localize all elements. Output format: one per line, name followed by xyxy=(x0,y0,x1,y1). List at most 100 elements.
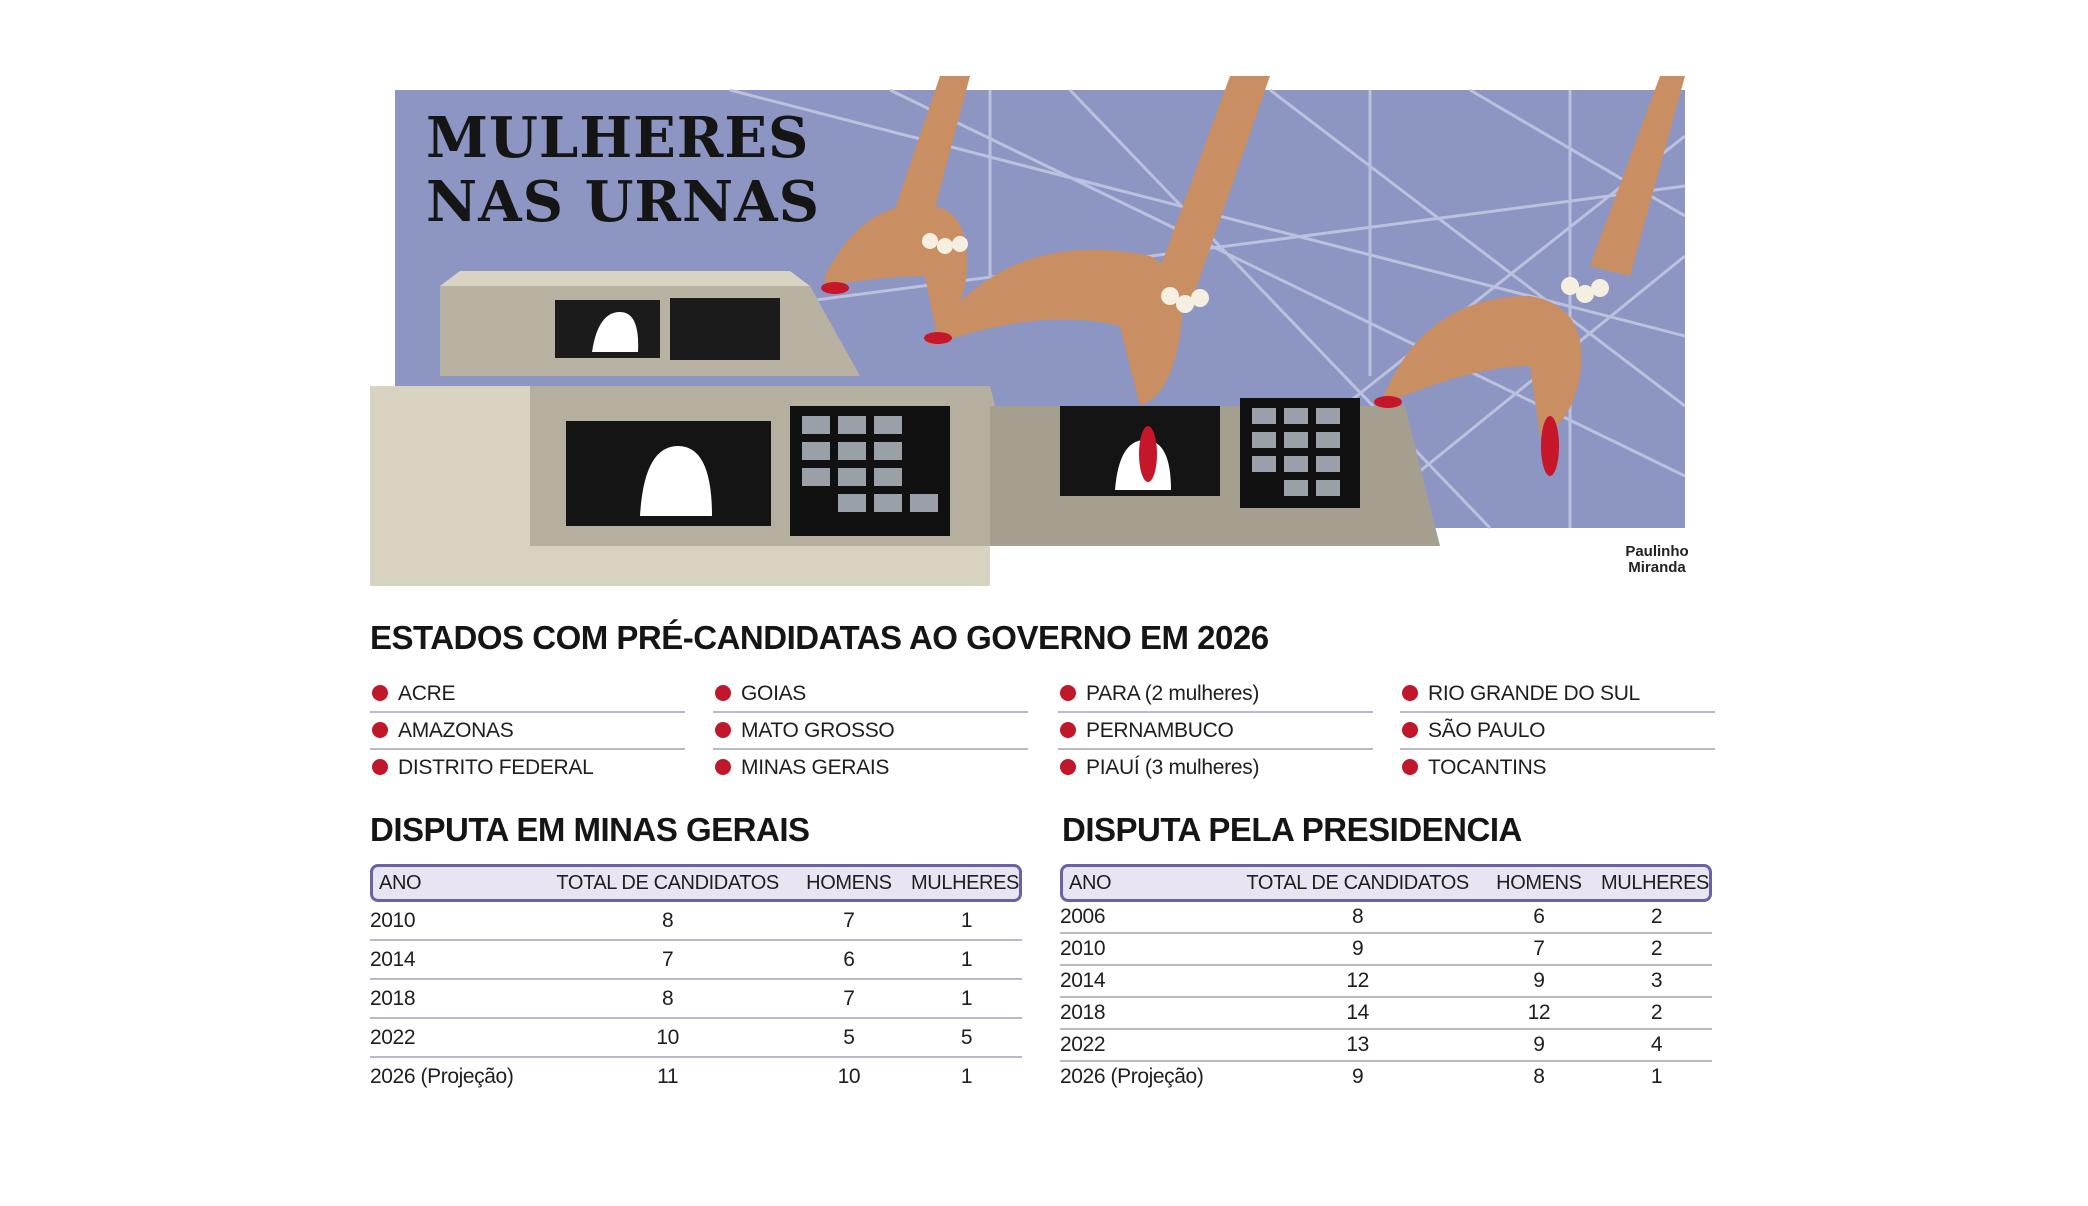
table-row: 2006 8 6 2 xyxy=(1060,902,1712,934)
minas-table: ANO TOTAL DE CANDIDATOS HOMENS MULHERES … xyxy=(370,864,1022,1095)
bullet-icon xyxy=(1060,722,1076,738)
bullet-icon xyxy=(715,722,731,738)
bullet-icon xyxy=(715,759,731,775)
bullet-icon xyxy=(372,685,388,701)
cell-total: 14 xyxy=(1238,998,1477,1030)
illustration-credit: Paulinho Miranda xyxy=(1625,543,1689,576)
cell-total: 13 xyxy=(1238,1030,1477,1062)
states-column: ACRE AMAZONAS DISTRITO FEDERAL xyxy=(370,676,685,785)
cell-men: 9 xyxy=(1476,1030,1602,1062)
cell-year: 2010 xyxy=(1060,934,1239,966)
minas-section-title: DISPUTA EM MINAS GERAIS xyxy=(370,811,810,848)
cell-total: 10 xyxy=(548,1019,787,1058)
state-item: SÃO PAULO xyxy=(1400,713,1715,750)
cell-men: 7 xyxy=(1476,934,1602,966)
cell-total: 9 xyxy=(1238,934,1477,966)
bullet-icon xyxy=(1402,759,1418,775)
state-item: GOIAS xyxy=(713,676,1028,713)
cell-total: 8 xyxy=(1238,902,1477,934)
state-item: MATO GROSSO xyxy=(713,713,1028,750)
table-row: 2014 12 9 3 xyxy=(1060,966,1712,998)
cell-year: 2026 (Projeção) xyxy=(1060,1065,1204,1088)
cell-year: 2022 xyxy=(370,1019,549,1058)
table-row: 2010 8 7 1 xyxy=(370,902,1022,941)
cell-men: 6 xyxy=(786,941,912,980)
cell-year: 2010 xyxy=(370,902,549,941)
states-section-title: ESTADOS COM PRÉ-CANDIDATAS AO GOVERNO EM… xyxy=(370,619,1269,656)
table-row: 2026 (Projeção) 9 8 1 xyxy=(1060,1062,1712,1092)
cell-women: 2 xyxy=(1601,998,1712,1030)
table-row: 2018 14 12 2 xyxy=(1060,998,1712,1030)
page-title: MULHERES NAS URNAS xyxy=(426,105,821,235)
column-header: ANO xyxy=(370,864,549,902)
cell-women: 1 xyxy=(911,980,1022,1019)
states-column: PARA (2 mulheres) PERNAMBUCO PIAUÍ (3 mu… xyxy=(1058,676,1373,785)
state-item: RIO GRANDE DO SUL xyxy=(1400,676,1715,713)
voting-machines-illustration xyxy=(370,76,1685,590)
cell-year: 2018 xyxy=(370,980,549,1019)
cell-men: 5 xyxy=(786,1019,912,1058)
cell-women: 5 xyxy=(911,1019,1022,1058)
cell-total: 7 xyxy=(548,941,787,980)
cell-year: 2018 xyxy=(1060,998,1239,1030)
cell-men: 8 xyxy=(1533,1065,1545,1088)
cell-year: 2022 xyxy=(1060,1030,1239,1062)
cell-women: 1 xyxy=(911,941,1022,980)
bullet-icon xyxy=(1060,685,1076,701)
cell-total: 11 xyxy=(657,1064,679,1088)
cell-women: 2 xyxy=(1601,934,1712,966)
bullet-icon xyxy=(715,685,731,701)
cell-women: 3 xyxy=(1601,966,1712,998)
cell-men: 12 xyxy=(1476,998,1602,1030)
table-header-row: ANO TOTAL DE CANDIDATOS HOMENS MULHERES xyxy=(1060,864,1712,902)
presidencia-section-title: DISPUTA PELA PRESIDENCIA xyxy=(1062,811,1522,848)
bullet-icon xyxy=(1402,722,1418,738)
cell-men: 6 xyxy=(1476,902,1602,934)
cell-women: 4 xyxy=(1601,1030,1712,1062)
cell-women: 1 xyxy=(960,1064,973,1088)
state-item: MINAS GERAIS xyxy=(713,750,1028,785)
bullet-icon xyxy=(1060,759,1076,775)
table-header-row: ANO TOTAL DE CANDIDATOS HOMENS MULHERES xyxy=(370,864,1022,902)
cell-men: 7 xyxy=(786,980,912,1019)
cell-women: 1 xyxy=(1650,1065,1663,1088)
state-item: TOCANTINS xyxy=(1400,750,1715,785)
column-header: MULHERES xyxy=(911,864,1022,902)
state-item: PIAUÍ (3 mulheres) xyxy=(1058,750,1373,785)
bullet-icon xyxy=(1402,685,1418,701)
state-item: ACRE xyxy=(370,676,685,713)
state-item: DISTRITO FEDERAL xyxy=(370,750,685,785)
state-item: AMAZONAS xyxy=(370,713,685,750)
cell-total: 8 xyxy=(548,980,787,1019)
cell-year: 2026 (Projeção) xyxy=(370,1064,514,1088)
cell-men: 10 xyxy=(837,1064,861,1088)
state-item: PARA (2 mulheres) xyxy=(1058,676,1373,713)
bullet-icon xyxy=(372,722,388,738)
cell-total: 9 xyxy=(1352,1065,1364,1088)
table-row: 2022 13 9 4 xyxy=(1060,1030,1712,1062)
states-column: RIO GRANDE DO SUL SÃO PAULO TOCANTINS xyxy=(1400,676,1715,785)
state-item: PERNAMBUCO xyxy=(1058,713,1373,750)
column-header: MULHERES xyxy=(1601,864,1712,902)
column-header: TOTAL DE CANDIDATOS xyxy=(1238,864,1477,902)
cell-women: 2 xyxy=(1601,902,1712,934)
cell-year: 2014 xyxy=(370,941,549,980)
column-header: HOMENS xyxy=(786,864,912,902)
cell-total: 12 xyxy=(1238,966,1477,998)
table-row: 2014 7 6 1 xyxy=(370,941,1022,980)
cell-women: 1 xyxy=(911,902,1022,941)
cell-total: 8 xyxy=(548,902,787,941)
states-column: GOIAS MATO GROSSO MINAS GERAIS xyxy=(713,676,1028,785)
presidencia-table: ANO TOTAL DE CANDIDATOS HOMENS MULHERES … xyxy=(1060,864,1712,1092)
cell-men: 9 xyxy=(1476,966,1602,998)
table-row: 2026 (Projeção) 11 10 1 xyxy=(370,1058,1022,1095)
cell-year: 2014 xyxy=(1060,966,1239,998)
bullet-icon xyxy=(372,759,388,775)
column-header: HOMENS xyxy=(1476,864,1602,902)
table-row: 2022 10 5 5 xyxy=(370,1019,1022,1058)
column-header: TOTAL DE CANDIDATOS xyxy=(548,864,787,902)
column-header: ANO xyxy=(1060,864,1239,902)
table-row: 2018 8 7 1 xyxy=(370,980,1022,1019)
cell-year: 2006 xyxy=(1060,902,1239,934)
table-row: 2010 9 7 2 xyxy=(1060,934,1712,966)
